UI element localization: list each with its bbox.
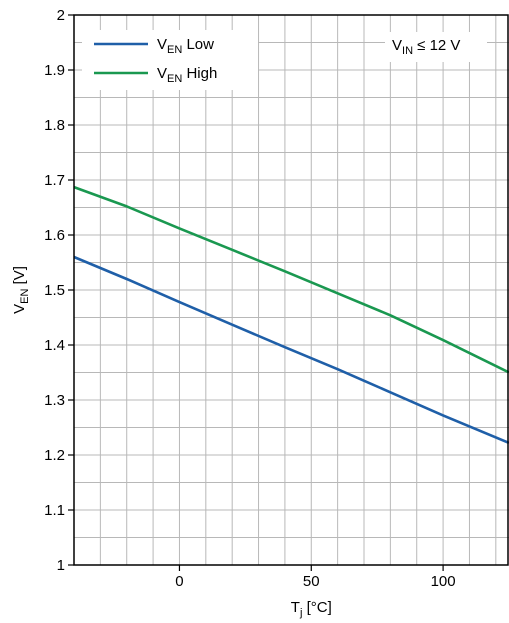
- x-tick-label: 0: [175, 573, 183, 590]
- y-tick-label: 1: [57, 557, 65, 574]
- annotation-background: [385, 32, 487, 62]
- vin-condition-label: VIN ≤ 12 V: [392, 37, 460, 57]
- y-tick-label: 1.6: [44, 227, 65, 244]
- y-tick-label: 1.3: [44, 392, 65, 409]
- series-lines: [73, 185, 509, 445]
- vin-annotation: VIN ≤ 12 V: [385, 32, 487, 62]
- y-tick-label: 1.8: [44, 117, 65, 134]
- y-tick-label: 1.5: [44, 282, 65, 299]
- legend-label-vEN-low: VEN Low: [157, 36, 214, 56]
- legend-label-vEN-high: VEN High: [157, 65, 217, 85]
- axis-ticks: 1 1.1 1.2 1.3 1.4 1.5 1.6 1.7 1.8 1.9 2 0 50 100: [44, 7, 455, 590]
- y-tick-label: 2: [57, 7, 65, 24]
- x-axis-label: Tj [°C]: [291, 599, 332, 619]
- y-tick-label: 1.7: [44, 172, 65, 189]
- legend-background: [82, 30, 258, 90]
- legend: VEN Low VEN High: [82, 30, 258, 90]
- series-line-vEN-high: [73, 185, 509, 374]
- plot-frame: [73, 14, 509, 566]
- y-tick-label: 1.1: [44, 502, 65, 519]
- y-tick-label: 1.9: [44, 62, 65, 79]
- grid: [74, 15, 509, 565]
- y-tick-label: 1.4: [44, 337, 65, 354]
- x-tick-label: 50: [303, 573, 320, 590]
- series-line-vEN-low: [73, 255, 509, 445]
- x-tick-label: 100: [431, 573, 456, 590]
- y-tick-label: 1.2: [44, 447, 65, 464]
- y-axis-label: VEN [V]: [11, 266, 31, 314]
